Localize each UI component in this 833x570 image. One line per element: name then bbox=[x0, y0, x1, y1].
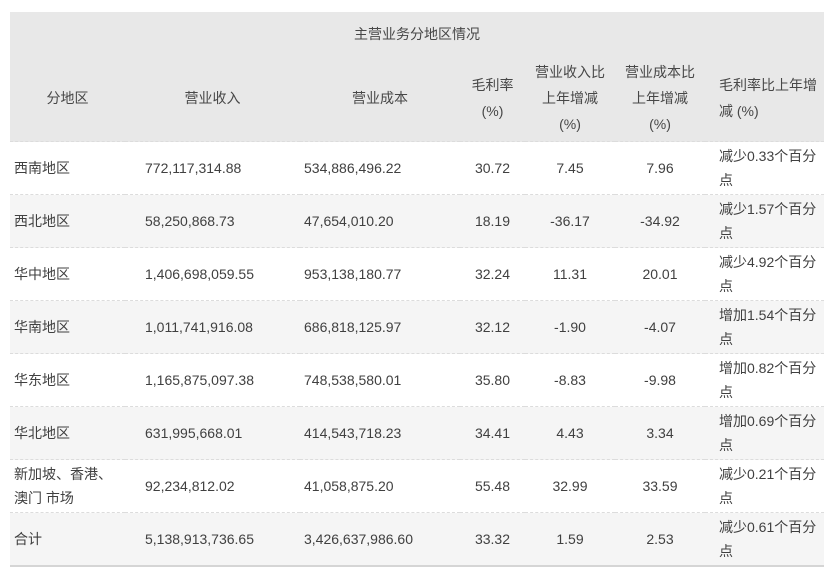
cell-region: 新加坡、香港、澳门 市场 bbox=[14, 466, 112, 506]
cell-revenue_yoy: 11.31 bbox=[553, 266, 587, 282]
column-header-line: 毛利率比上年增 bbox=[719, 77, 817, 93]
cell-cost_yoy: 33.59 bbox=[642, 478, 678, 494]
column-header-line: 减 (%) bbox=[719, 103, 759, 119]
table-body: 西南地区 772,117,314.88 534,886,496.22 30.72 7.4… bbox=[10, 141, 824, 566]
table-row: 华南地区 1,011,741,916.08 686,818,125.97 32.12-… bbox=[10, 300, 824, 354]
cell-margin_yoy: 减少4.92个百分点 bbox=[719, 254, 817, 294]
cell-revenue: 1,011,741,916.08 bbox=[125, 300, 300, 354]
column-header-line: 分地区 bbox=[46, 90, 89, 106]
cell-region: 华中地区 bbox=[14, 266, 70, 282]
cell-cost_yoy: 3.34 bbox=[615, 406, 705, 460]
column-header-line: 营业成本 bbox=[352, 90, 408, 106]
cell-margin_yoy: 增加0.69个百分点 bbox=[705, 406, 824, 460]
column-header-margin_yoy: 毛利率比上年增减 (%) bbox=[705, 55, 824, 142]
cell-revenue_yoy: 4.43 bbox=[525, 406, 615, 460]
cell-revenue: 772,117,314.88 bbox=[145, 160, 242, 176]
cell-region: 华南地区 bbox=[10, 300, 125, 354]
cell-revenue_yoy: -1.90 bbox=[525, 300, 615, 354]
table-title: 主营业务分地区情况 bbox=[10, 12, 824, 55]
cell-revenue: 58,250,868.73 bbox=[125, 194, 300, 248]
column-header-line: 营业成本比 bbox=[625, 64, 695, 80]
column-header-line: 营业收入 bbox=[184, 90, 241, 106]
cell-region: 西北地区 bbox=[10, 194, 125, 248]
column-header-line: 毛利率 bbox=[471, 77, 514, 93]
cell-margin_yoy: 增加1.54个百分点 bbox=[705, 300, 824, 354]
cell-cost: 3,426,637,986.60 bbox=[300, 512, 460, 566]
table-row: 华北地区 631,995,668.01 414,543,718.23 34.41 4.4… bbox=[10, 406, 824, 460]
cell-cost: 47,654,010.20 bbox=[300, 194, 460, 248]
cell-gross_margin: 30.72 bbox=[474, 160, 511, 176]
cell-cost: 953,138,180.77 bbox=[304, 266, 402, 282]
region-business-table: 主营业务分地区情况 分地区 营业收入 营业成本 毛利率 (%) 营业收入比 上年增减 (%) 营… bbox=[10, 12, 824, 567]
column-header-line: (%) bbox=[481, 103, 504, 119]
table-row: 华中地区 1,406,698,059.55 953,138,180.77 32.24 1… bbox=[10, 247, 824, 301]
cell-gross_margin: 35.80 bbox=[474, 372, 511, 388]
cell-cost_yoy: 2.53 bbox=[615, 512, 705, 566]
cell-cost_yoy: -34.92 bbox=[615, 194, 705, 248]
table-row: 西南地区 772,117,314.88 534,886,496.22 30.72 7.4… bbox=[10, 141, 824, 195]
table-title-row: 主营业务分地区情况 bbox=[10, 12, 824, 55]
cell-region: 华北地区 bbox=[10, 406, 125, 460]
cell-margin_yoy: 增加0.82个百分点 bbox=[719, 360, 817, 400]
table-row: 西北地区 58,250,868.73 47,654,010.20 18.19 -36.1… bbox=[10, 194, 824, 248]
table-row: 新加坡、香港、澳门 市场 92,234,812.02 41,058,875.20 55… bbox=[10, 459, 824, 513]
cell-gross_margin: 55.48 bbox=[474, 478, 511, 494]
cell-cost_yoy: 20.01 bbox=[642, 266, 678, 282]
cell-gross_margin: 33.32 bbox=[460, 512, 525, 566]
column-header-gross_margin: 毛利率 (%) bbox=[460, 55, 525, 142]
cell-revenue: 5,138,913,736.65 bbox=[125, 512, 300, 566]
cell-margin_yoy: 减少1.57个百分点 bbox=[705, 194, 824, 248]
column-header-revenue_yoy: 营业收入比上年增减 (%) bbox=[525, 55, 615, 142]
cell-region: 合计 bbox=[10, 512, 125, 566]
cell-revenue_yoy: -8.83 bbox=[554, 372, 586, 388]
cell-cost: 686,818,125.97 bbox=[300, 300, 460, 354]
cell-cost_yoy: 7.96 bbox=[646, 160, 674, 176]
cell-gross_margin: 32.12 bbox=[460, 300, 525, 354]
cell-revenue: 92,234,812.02 bbox=[145, 478, 235, 494]
cell-margin_yoy: 减少0.61个百分点 bbox=[705, 512, 824, 566]
column-header-line: (%) bbox=[559, 116, 581, 132]
cell-cost: 534,886,496.22 bbox=[304, 160, 402, 176]
column-header-line: 上年增减 bbox=[632, 90, 688, 106]
table-header-row: 分地区 营业收入 营业成本 毛利率 (%) 营业收入比上年增减 (%) 营业成本比上年增减 (%… bbox=[10, 55, 824, 142]
cell-margin_yoy: 减少0.21个百分点 bbox=[719, 466, 817, 506]
cell-region: 华东地区 bbox=[14, 372, 70, 388]
table-row: 合计 5,138,913,736.65 3,426,637,986.60 33.32 1… bbox=[10, 512, 824, 566]
cell-gross_margin: 18.19 bbox=[460, 194, 525, 248]
cell-revenue_yoy: -36.17 bbox=[525, 194, 615, 248]
cell-revenue: 1,406,698,059.55 bbox=[145, 266, 254, 282]
column-header-cost_yoy: 营业成本比上年增减 (%) bbox=[615, 55, 705, 142]
cell-revenue: 1,165,875,097.38 bbox=[145, 372, 254, 388]
column-header-revenue: 营业收入 bbox=[125, 55, 300, 142]
cell-revenue_yoy: 7.45 bbox=[556, 160, 584, 176]
cell-cost: 748,538,580.01 bbox=[304, 372, 402, 388]
cell-margin_yoy: 减少0.33个百分点 bbox=[719, 148, 817, 188]
column-header-line: (%) bbox=[649, 116, 671, 132]
column-header-region: 分地区 bbox=[10, 55, 125, 142]
cell-revenue_yoy: 1.59 bbox=[525, 512, 615, 566]
column-header-cost: 营业成本 bbox=[300, 55, 460, 142]
cell-gross_margin: 32.24 bbox=[474, 266, 511, 282]
cell-cost_yoy: -9.98 bbox=[644, 372, 676, 388]
cell-cost: 41,058,875.20 bbox=[304, 478, 394, 494]
cell-cost: 414,543,718.23 bbox=[300, 406, 460, 460]
column-header-line: 营业收入比 bbox=[535, 64, 605, 80]
cell-gross_margin: 34.41 bbox=[460, 406, 525, 460]
cell-revenue: 631,995,668.01 bbox=[125, 406, 300, 460]
cell-cost_yoy: -4.07 bbox=[615, 300, 705, 354]
cell-revenue_yoy: 32.99 bbox=[552, 478, 588, 494]
table-row: 华东地区 1,165,875,097.38 748,538,580.01 35.80 -… bbox=[10, 353, 824, 407]
column-header-line: 上年增减 bbox=[542, 90, 598, 106]
cell-region: 西南地区 bbox=[14, 160, 70, 176]
